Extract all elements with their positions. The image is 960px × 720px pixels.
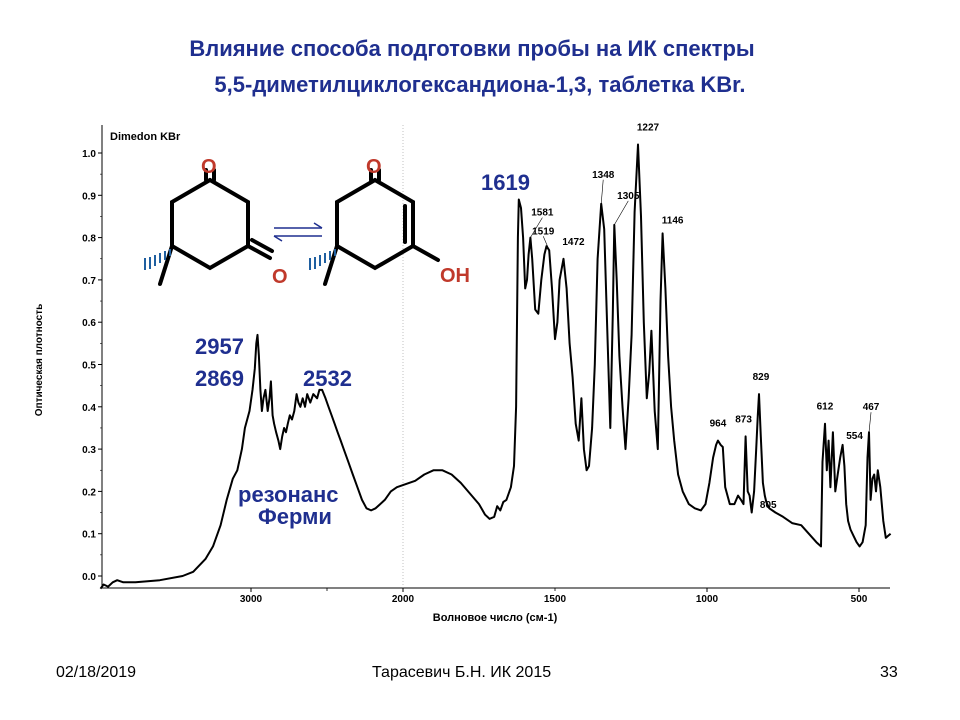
peak-label-964: 964 — [710, 419, 727, 430]
y-tick-label: 1.0 — [82, 149, 96, 160]
enol-oxygen-top: O — [366, 156, 382, 178]
annotation-peak-2957: 2957 — [195, 334, 244, 359]
slide-title-line1: Влияние способа подготовки пробы на ИК с… — [189, 36, 755, 61]
annotation-fermi-line2: Ферми — [258, 504, 332, 529]
chart-axes — [101, 125, 890, 589]
x-tick-label: 1500 — [544, 594, 567, 605]
peak-label-1348: 1348 — [592, 170, 615, 181]
peak-label-612: 612 — [817, 402, 834, 413]
y-tick-label: 0.3 — [82, 445, 96, 456]
peak-leader-line — [614, 200, 629, 226]
peak-label-1146: 1146 — [662, 215, 684, 226]
peak-label-873: 873 — [735, 414, 752, 425]
x-tick-label: 1000 — [696, 594, 719, 605]
x-tick-label: 2000 — [392, 594, 415, 605]
y-axis-label: Оптическая плотность — [34, 304, 45, 416]
y-tick-label: 0.5 — [82, 361, 96, 372]
equilibrium-arrows — [273, 222, 323, 242]
peak-leader-line — [542, 236, 550, 251]
y-tick-label: 0.0 — [82, 572, 96, 583]
annotation-peak-2532: 2532 — [303, 366, 352, 391]
annotation-peak-2869: 2869 — [195, 366, 244, 391]
keto-methyl-hashed-bond — [144, 249, 171, 270]
annotation-fermi-line1: резонанс — [238, 482, 339, 507]
peak-label-1519: 1519 — [532, 226, 555, 237]
peak-label-1305: 1305 — [617, 191, 640, 202]
y-tick-label: 0.4 — [82, 403, 96, 414]
chart-title: Dimedon KBr — [110, 131, 181, 143]
peak-label-467: 467 — [863, 402, 880, 413]
chart-ticks: 0.0 0.1 0.2 0.3 0.4 0.5 0.6 0.7 0.8 0.9 1.0 3000 200… — [82, 149, 868, 605]
slide-title-line2: 5,5-диметилциклогександиона-1,3, таблетк… — [214, 72, 746, 97]
footer-page-number: 33 — [880, 664, 898, 681]
y-tick-label: 0.9 — [82, 191, 96, 202]
peak-label-1472: 1472 — [562, 237, 585, 248]
y-tick-label: 0.7 — [82, 276, 96, 287]
keto-oxygen-right: O — [272, 266, 288, 288]
peak-leader-line — [868, 412, 872, 433]
enol-hydroxyl: OH — [440, 265, 470, 287]
keto-oxygen-top: O — [201, 156, 217, 178]
peak-label-829: 829 — [753, 372, 770, 383]
enol-structure — [323, 168, 440, 286]
annotation-peak-1619: 1619 — [481, 170, 530, 195]
footer-author: Тарасевич Б.Н. ИК 2015 — [372, 664, 552, 681]
x-axis-label: Волновое число (см-1) — [433, 612, 558, 624]
peak-leader-line — [530, 217, 543, 238]
y-tick-label: 0.6 — [82, 318, 96, 329]
spectrum-line — [99, 143, 892, 590]
enol-methyl-hashed-bond — [309, 249, 336, 270]
peak-label-554: 554 — [846, 431, 863, 442]
y-tick-label: 0.1 — [82, 530, 96, 541]
peak-leader-line — [600, 179, 604, 204]
footer-date: 02/18/2019 — [56, 664, 137, 681]
x-tick-label: 3000 — [240, 594, 263, 605]
peak-label-1227: 1227 — [637, 123, 660, 134]
x-tick-label: 500 — [851, 594, 868, 605]
peak-label-1581: 1581 — [531, 208, 554, 219]
peak-label-805: 805 — [760, 500, 777, 511]
chart-series — [99, 143, 892, 590]
y-tick-label: 0.8 — [82, 234, 96, 245]
keto-structure — [158, 168, 274, 286]
y-tick-label: 0.2 — [82, 487, 96, 498]
